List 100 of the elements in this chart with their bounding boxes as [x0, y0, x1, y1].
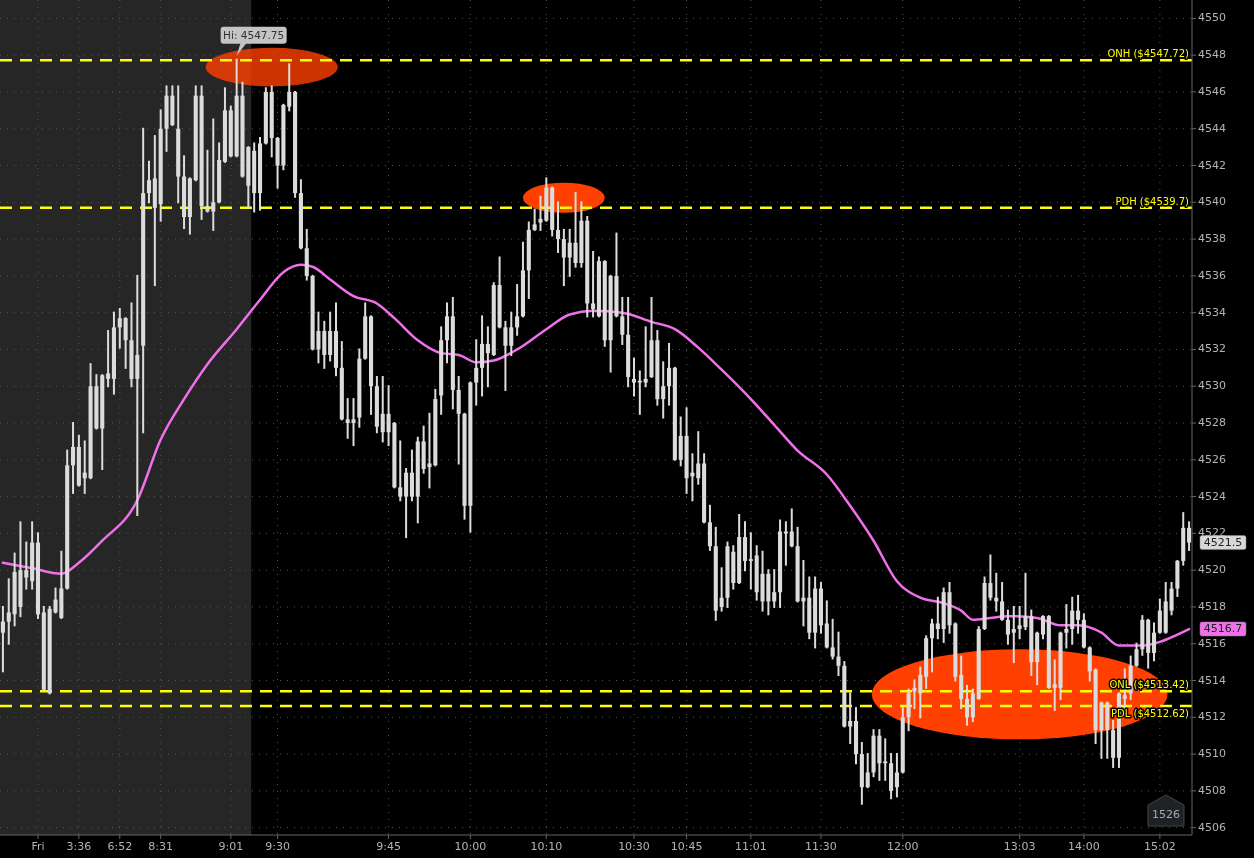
annotation: Hi: 4547.75 [223, 28, 285, 41]
candlestick [567, 228, 572, 277]
candlestick [24, 541, 29, 590]
y-tick-label: 4524 [1198, 489, 1226, 503]
candlestick [661, 361, 666, 419]
x-tick-label: 13:03 [1003, 840, 1036, 853]
candlestick [444, 302, 450, 364]
candlestick [789, 508, 794, 548]
x-tick-label: 8:31 [148, 840, 174, 853]
candlestick [707, 504, 712, 551]
candlestick [1134, 642, 1139, 667]
candlestick [480, 315, 485, 397]
candlestick [742, 521, 748, 572]
x-tick-label: Fri [31, 840, 45, 853]
candlestick [1151, 622, 1157, 662]
candlestick [205, 149, 210, 213]
candlestick [398, 440, 403, 502]
candlestick [935, 596, 940, 640]
y-tick-label: 4516 [1198, 636, 1226, 650]
candlestick [748, 532, 753, 590]
candlestick [555, 201, 561, 253]
y-tick-label: 4520 [1198, 563, 1226, 577]
y-tick-label: 4518 [1198, 599, 1226, 613]
x-tick-label: 9:01 [218, 840, 244, 853]
candlestick [836, 631, 841, 676]
candlestick [380, 376, 385, 443]
candlestick [6, 578, 11, 645]
candlestick [666, 342, 672, 406]
candlestick [1076, 594, 1081, 634]
x-tick-label: 11:01 [734, 840, 767, 853]
candlestick [515, 284, 520, 336]
candlestick [620, 296, 625, 345]
candlestick [591, 250, 596, 318]
y-tick-label: 4532 [1198, 342, 1226, 356]
y-tick-label: 4514 [1198, 673, 1226, 687]
y-tick-label: 4550 [1198, 11, 1226, 25]
candlestick [287, 63, 292, 112]
x-tick-label: 11:30 [805, 840, 837, 853]
y-tick-label: 4534 [1198, 305, 1226, 319]
candlestick [1040, 615, 1046, 640]
x-tick-label: 15:02 [1144, 840, 1176, 853]
candlestick [117, 307, 122, 349]
ref-line-label: PDH ($4539.7) [1115, 195, 1190, 207]
candlestick [906, 688, 911, 732]
y-tick-label: 4526 [1198, 452, 1226, 466]
candlestick [772, 569, 777, 608]
candlestick [678, 416, 683, 467]
y-tick-label: 4536 [1198, 268, 1226, 282]
candlestick [106, 330, 111, 388]
candlestick [211, 118, 216, 231]
candlestick [503, 320, 508, 391]
candlestick [70, 422, 76, 494]
candlestick [643, 326, 648, 388]
y-tick-label: 4542 [1198, 158, 1226, 172]
x-tick-label: 9:30 [265, 840, 290, 853]
y-tick-label: 4548 [1198, 48, 1226, 62]
x-tick-label: 9:45 [376, 840, 401, 853]
candlestick [918, 666, 923, 719]
annotation: 1526 [1152, 808, 1180, 821]
candlestick [328, 311, 333, 362]
candlestick [696, 431, 701, 485]
candlestick [1157, 598, 1162, 634]
ref-line-label: ONH ($4547.72) [1107, 48, 1190, 60]
x-tick-label: 3:36 [66, 840, 92, 853]
candlestick [883, 738, 888, 781]
candlestick [970, 688, 975, 722]
x-tick-label: 10:00 [454, 840, 487, 853]
candlestick [830, 618, 835, 660]
candlestick [929, 618, 935, 673]
x-tick-label: 10:10 [530, 840, 563, 853]
y-tick-label: 4510 [1198, 747, 1226, 761]
candlestick [123, 317, 128, 369]
candlestick [0, 605, 5, 673]
candlestick [1169, 582, 1174, 616]
y-tick-label: 4530 [1198, 379, 1226, 393]
line-series [1, 263, 1191, 647]
candlestick [631, 357, 637, 397]
candlestick [532, 208, 537, 231]
y-tick-label: 4512 [1198, 710, 1226, 724]
candlestick [719, 567, 724, 612]
candlestick [509, 311, 514, 356]
candlestick [485, 326, 490, 388]
x-tick-label: 10:30 [618, 840, 650, 853]
candlestick [1064, 604, 1069, 649]
candlestick [912, 679, 917, 710]
candlestick [637, 370, 642, 415]
y-tick-label: 4544 [1198, 121, 1226, 135]
x-tick-label: 14:00 [1068, 840, 1100, 853]
candlestick [894, 753, 899, 798]
candlestick [865, 753, 870, 789]
candlestick [409, 449, 414, 502]
candlestick [1011, 605, 1016, 664]
candlestick [1000, 582, 1005, 621]
y-tick-label: 4508 [1198, 783, 1226, 797]
y-tick-label: 4546 [1198, 84, 1226, 98]
candlestick [322, 320, 327, 369]
y-tick-label: 4538 [1198, 232, 1226, 246]
candlestick [404, 468, 409, 539]
candlestick [1087, 646, 1092, 682]
candlestick [959, 655, 964, 710]
